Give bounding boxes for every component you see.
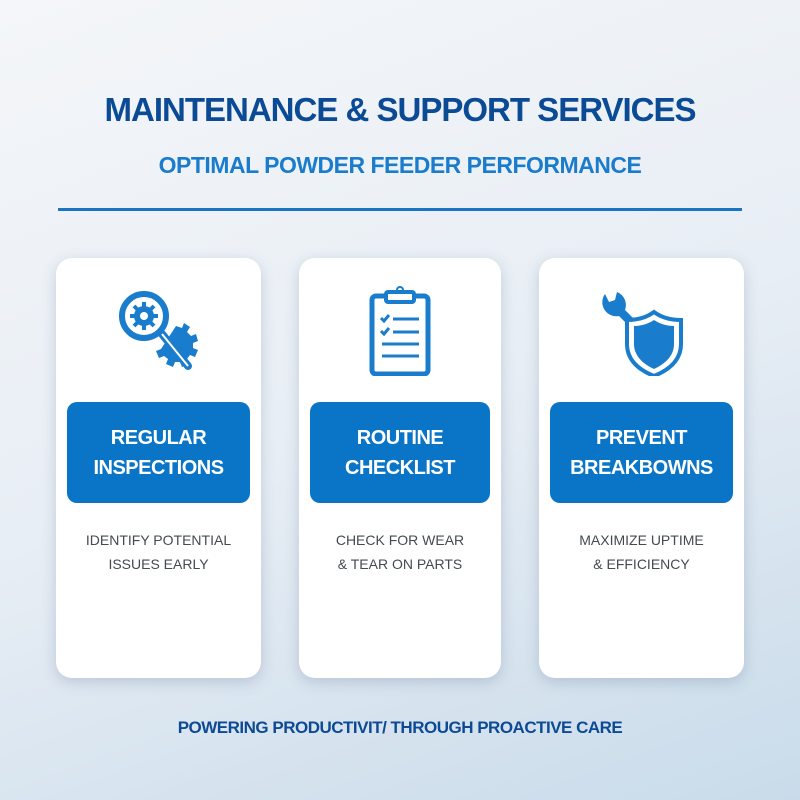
card-label: REGULAR INSPECTIONS xyxy=(67,402,250,503)
card-description-line: CHECK FOR WEAR xyxy=(335,532,465,548)
card-label-line: PREVENT xyxy=(596,426,687,449)
card-description: IDENTIFY POTENTIAL ISSUES EARLY xyxy=(56,528,261,576)
card-description-line: & EFFICIENCY xyxy=(593,556,690,572)
clipboard-checklist-icon xyxy=(369,286,431,376)
card-description: MAXIMIZE UPTIME & EFFICIENCY xyxy=(539,528,744,576)
card-label: ROUTINE CHECKLIST xyxy=(310,402,490,503)
page-title-text: MAINTENANCE & SUPPORT SERVICES xyxy=(104,91,697,128)
wrench-shield-icon xyxy=(601,292,683,376)
card-routine-checklist: ROUTINE CHECKLIST CHECK FOR WEAR & TEAR … xyxy=(299,258,501,678)
page-subtitle: OPTIMAL POWDER FEEDER PERFORMANCE xyxy=(0,150,800,180)
card-label-line: ROUTINE xyxy=(356,426,444,449)
card-label: PREVENT BREAKBOWNS xyxy=(550,402,733,503)
card-label-line: REGULAR xyxy=(110,426,207,449)
footer-tagline: POWERING PRODUCTIVIT/ THROUGH PROACTIVE … xyxy=(0,714,800,742)
page-title: MAINTENANCE & SUPPORT SERVICES xyxy=(0,88,800,132)
card-prevent-breakdowns: PREVENT BREAKBOWNS MAXIMIZE UPTIME & EFF… xyxy=(539,258,744,678)
card-description-line: ISSUES EARLY xyxy=(108,556,209,572)
card-description-line: MAXIMIZE UPTIME xyxy=(579,532,704,548)
magnifier-gear-wrench-icon xyxy=(118,291,198,370)
divider xyxy=(58,208,742,211)
page-subtitle-text: OPTIMAL POWDER FEEDER PERFORMANCE xyxy=(158,152,642,178)
card-description: CHECK FOR WEAR & TEAR ON PARTS xyxy=(299,528,501,576)
card-label-line: CHECKLIST xyxy=(345,456,455,479)
footer-tagline-text: POWERING PRODUCTIVIT/ THROUGH PROACTIVE … xyxy=(177,718,623,737)
card-label-line: BREAKBOWNS xyxy=(570,456,713,479)
card-description-line: & TEAR ON PARTS xyxy=(337,556,463,572)
card-description-line: IDENTIFY POTENTIAL xyxy=(85,532,232,548)
card-label-line: INSPECTIONS xyxy=(93,456,224,479)
card-regular-inspections: REGULAR INSPECTIONS IDENTIFY POTENTIAL I… xyxy=(56,258,261,678)
